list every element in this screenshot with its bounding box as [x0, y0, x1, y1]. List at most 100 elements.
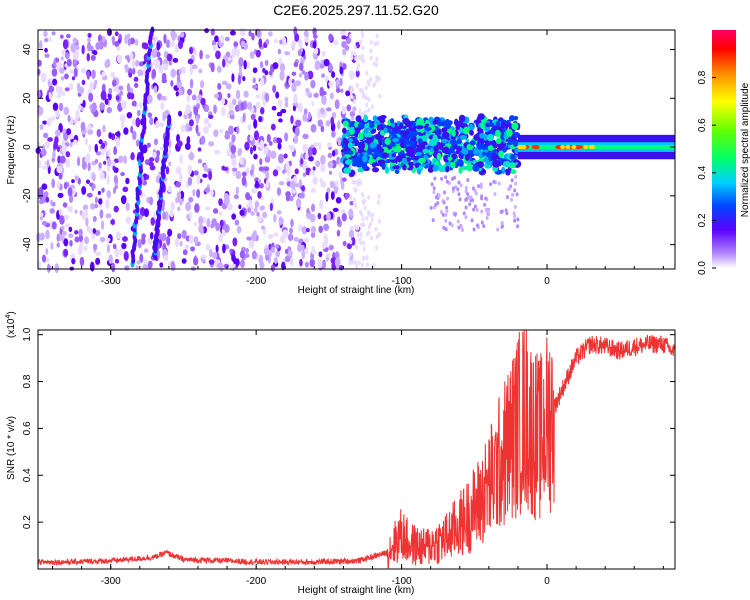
- spectrogram-noise-cell: [56, 181, 61, 190]
- spectrogram-noise-cell: [224, 224, 230, 233]
- spectrogram-noise-cell: [101, 142, 106, 149]
- spectrogram-noise-cell: [334, 257, 341, 267]
- spectrogram-band-warm-cell: [560, 145, 566, 150]
- spectrogram-noise-cell: [229, 264, 234, 272]
- spectrogram-faint-cell: [369, 76, 373, 82]
- spectrogram-noise-cell: [37, 106, 44, 116]
- spectrogram-noise-cell: [227, 92, 231, 99]
- spectrogram-cluster-cell: [463, 126, 470, 135]
- spectrogram-noise-cell: [305, 247, 309, 255]
- spectrogram-faint-cell: [364, 85, 368, 91]
- spectrogram-cluster-cell: [509, 115, 515, 122]
- spectrogram-noise-cell: [240, 101, 245, 111]
- snr-y-tick-label: 0.2: [22, 515, 33, 529]
- spectrogram-noise-cell: [241, 171, 247, 177]
- spectrogram-noise-cell: [253, 130, 260, 141]
- spectrogram-noise-cell: [128, 72, 132, 78]
- spectrogram-noise-cell: [233, 257, 237, 265]
- spectrogram-noise-cell: [62, 39, 69, 50]
- spectrogram-noise-cell: [233, 194, 239, 200]
- spectrogram-noise-cell: [270, 150, 277, 159]
- spectrogram-noise-cell: [355, 69, 360, 78]
- spectrogram-noise-cell: [240, 40, 246, 48]
- spectrogram-noise-cell: [341, 40, 347, 49]
- spectrogram-cluster-cell: [345, 130, 351, 137]
- spectrogram-faint-cell: [369, 48, 373, 54]
- spectrogram-tail-cell: [507, 186, 511, 191]
- spectrogram-noise-cell: [276, 210, 282, 215]
- spectrogram-noise-cell: [83, 245, 88, 252]
- spectrogram-noise-cell: [60, 75, 65, 81]
- spectrogram-cluster-cell: [366, 132, 373, 138]
- spectrogram-noise-cell: [101, 71, 106, 78]
- spectrogram-noise-cell: [145, 174, 150, 180]
- spectrogram-faint-cell: [377, 199, 381, 205]
- spectrogram-noise-cell: [298, 192, 305, 199]
- spectrogram-noise-cell: [291, 71, 297, 76]
- snr-x-tick-label: -300: [101, 576, 121, 587]
- spectrogram-cluster-cell: [398, 122, 404, 128]
- spectrogram-noise-cell: [222, 243, 226, 254]
- spectrogram-noise-cell: [51, 201, 56, 207]
- spectrogram-noise-cell: [147, 112, 152, 118]
- snr-exponent-base: (x10: [6, 318, 17, 338]
- spectrogram-noise-cell: [284, 255, 291, 263]
- spectrogram-noise-cell: [94, 196, 99, 204]
- spectrogram-noise-cell: [312, 27, 317, 36]
- spectrogram-noise-cell: [192, 256, 199, 266]
- spectrogram-noise-cell: [273, 232, 279, 237]
- spectrogram-noise-cell: [331, 130, 336, 138]
- spectrogram-noise-cell: [270, 123, 276, 131]
- spectrogram-noise-cell: [105, 198, 110, 209]
- spectrogram-cluster-cell: [445, 165, 450, 173]
- spectrogram-noise-cell: [211, 218, 217, 227]
- spectrogram-noise-cell: [264, 92, 270, 103]
- spectrogram-cluster-cell: [451, 129, 456, 137]
- spectrogram-faint-cell: [361, 33, 365, 39]
- spectrogram-noise-cell: [301, 249, 306, 259]
- spectrogram-noise-cell: [148, 157, 155, 162]
- spectrogram-noise-cell: [193, 221, 198, 227]
- spectrogram-tail-cell: [444, 175, 448, 180]
- spectrogram-cluster-cell: [482, 157, 489, 163]
- spectrogram-noise-cell: [278, 181, 285, 186]
- spectrogram-tail-cell: [474, 191, 478, 196]
- spectrogram-noise-cell: [149, 231, 154, 240]
- spectrogram-tail-cell: [470, 218, 474, 223]
- spectrogram-faint-cell: [375, 74, 379, 80]
- spectrogram-noise-cell: [188, 196, 194, 203]
- spectrogram-noise-cell: [234, 219, 240, 226]
- spectrogram-cluster-cell: [371, 147, 380, 154]
- spectrogram-noise-cell: [292, 105, 296, 112]
- spectrogram-cluster-cell: [459, 135, 468, 140]
- spectrogram-cluster-cell: [416, 125, 424, 130]
- spectrogram-x-ticks: -300 -200 -100 0: [52, 30, 664, 287]
- spectrogram-cluster-cell: [378, 137, 383, 146]
- spectrogram-noise-cell: [254, 206, 258, 213]
- spectrogram-noise-cell: [289, 180, 296, 189]
- spectrogram-noise-cell: [127, 38, 132, 46]
- spectrogram-noise-cell: [137, 69, 144, 77]
- spectrogram-faint-cell: [353, 179, 357, 185]
- spectrogram-tail-cell: [433, 176, 437, 181]
- spectrogram-noise-cell: [122, 236, 128, 242]
- spectrogram-faint-cell: [362, 246, 366, 252]
- spectrogram-noise-cell: [87, 41, 92, 52]
- spectrogram-noise-cell: [177, 233, 182, 239]
- spectrogram-noise-cell: [78, 228, 83, 237]
- spectrogram-cluster-cell: [348, 137, 354, 143]
- spectrogram-cluster-cell: [384, 137, 391, 145]
- spectrogram-noise-cell: [259, 61, 263, 69]
- spectrogram-noise-cell: [341, 106, 347, 115]
- spectrogram-noise-cell: [209, 189, 214, 197]
- spectrogram-tail-cell: [450, 223, 454, 228]
- spectrogram-noise-cell: [138, 102, 143, 109]
- spectrogram-noise-cell: [317, 258, 323, 269]
- spectrogram-noise-cell: [115, 95, 120, 101]
- spectrogram-noise-cell: [323, 223, 330, 232]
- spectrogram-noise-cell: [235, 170, 242, 180]
- spectrogram-noise-cell: [314, 60, 321, 70]
- spectrogram-noise-cell: [299, 72, 303, 78]
- spectrogram-faint-cell: [352, 72, 356, 78]
